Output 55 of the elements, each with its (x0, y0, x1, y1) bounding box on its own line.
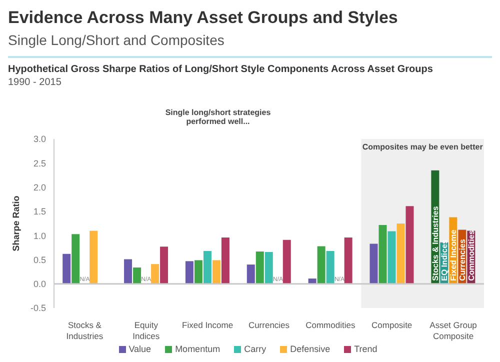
legend-label: Carry (243, 344, 266, 354)
annotation: Stocks & Industries (431, 206, 440, 281)
bar (246, 264, 255, 284)
bar (151, 264, 160, 284)
y-tick-label: -0.5 (30, 303, 46, 314)
chart-subtitle: Single Long/Short and Composites (8, 32, 224, 48)
x-tick-label: Commodities (306, 320, 356, 330)
bar (185, 261, 194, 284)
bar (396, 224, 405, 284)
legend-label: Defensive (289, 344, 330, 354)
bar (203, 251, 212, 284)
bar (264, 252, 273, 284)
bar (221, 238, 230, 284)
bar (326, 251, 334, 284)
text: Hypothetical Gross Sharpe Ratios of Long/Short Style Components Across Asset Groups (8, 64, 433, 75)
annotation: Commodities (467, 230, 476, 281)
legend-label: Trend (353, 344, 378, 354)
bar (212, 260, 220, 284)
bar (256, 252, 264, 284)
y-tick-label: 1.5 (33, 206, 46, 217)
y-tick-label: 0.0 (33, 279, 46, 290)
x-tick-label: Composite (372, 320, 412, 330)
bar (62, 254, 71, 284)
text: 1990 - 2015 (8, 77, 62, 88)
bar (406, 206, 414, 284)
bar (317, 246, 326, 284)
bar (90, 230, 98, 284)
y-tick-label: 3.0 (33, 134, 46, 144)
bar (344, 238, 352, 284)
y-tick-label: 2.5 (33, 158, 46, 168)
x-tick-label: Equity Indices (132, 320, 160, 341)
bar (194, 260, 202, 284)
x-tick-label: Stocks & Industries (66, 320, 104, 341)
bar (370, 244, 378, 284)
chart-title: Evidence Across Many Asset Groups and Styles (8, 8, 398, 28)
bar (72, 234, 80, 284)
bar (378, 224, 387, 284)
y-tick-label: 1.0 (33, 230, 46, 241)
text: Single long/short strategies performed well... (164, 108, 272, 126)
y-tick-label: 2.0 (33, 182, 46, 192)
bar (133, 267, 142, 284)
annotation: Fixed Income (449, 229, 458, 281)
bar (388, 231, 396, 284)
y-axis-title: Sharpe Ratio (11, 195, 22, 252)
bar (282, 240, 291, 284)
x-tick-label: Currencies (248, 320, 290, 330)
legend-label: Momentum (174, 344, 220, 354)
bar (160, 246, 168, 284)
y-tick-label: 0.5 (33, 254, 46, 265)
annotation: Currencies (458, 238, 468, 281)
x-tick-label: Asset Group Composite (430, 320, 478, 341)
band-label: Composites may be even better (362, 142, 483, 152)
bar (124, 259, 132, 284)
legend-label: Value (128, 344, 152, 354)
x-tick-label: Fixed Income (182, 320, 234, 330)
